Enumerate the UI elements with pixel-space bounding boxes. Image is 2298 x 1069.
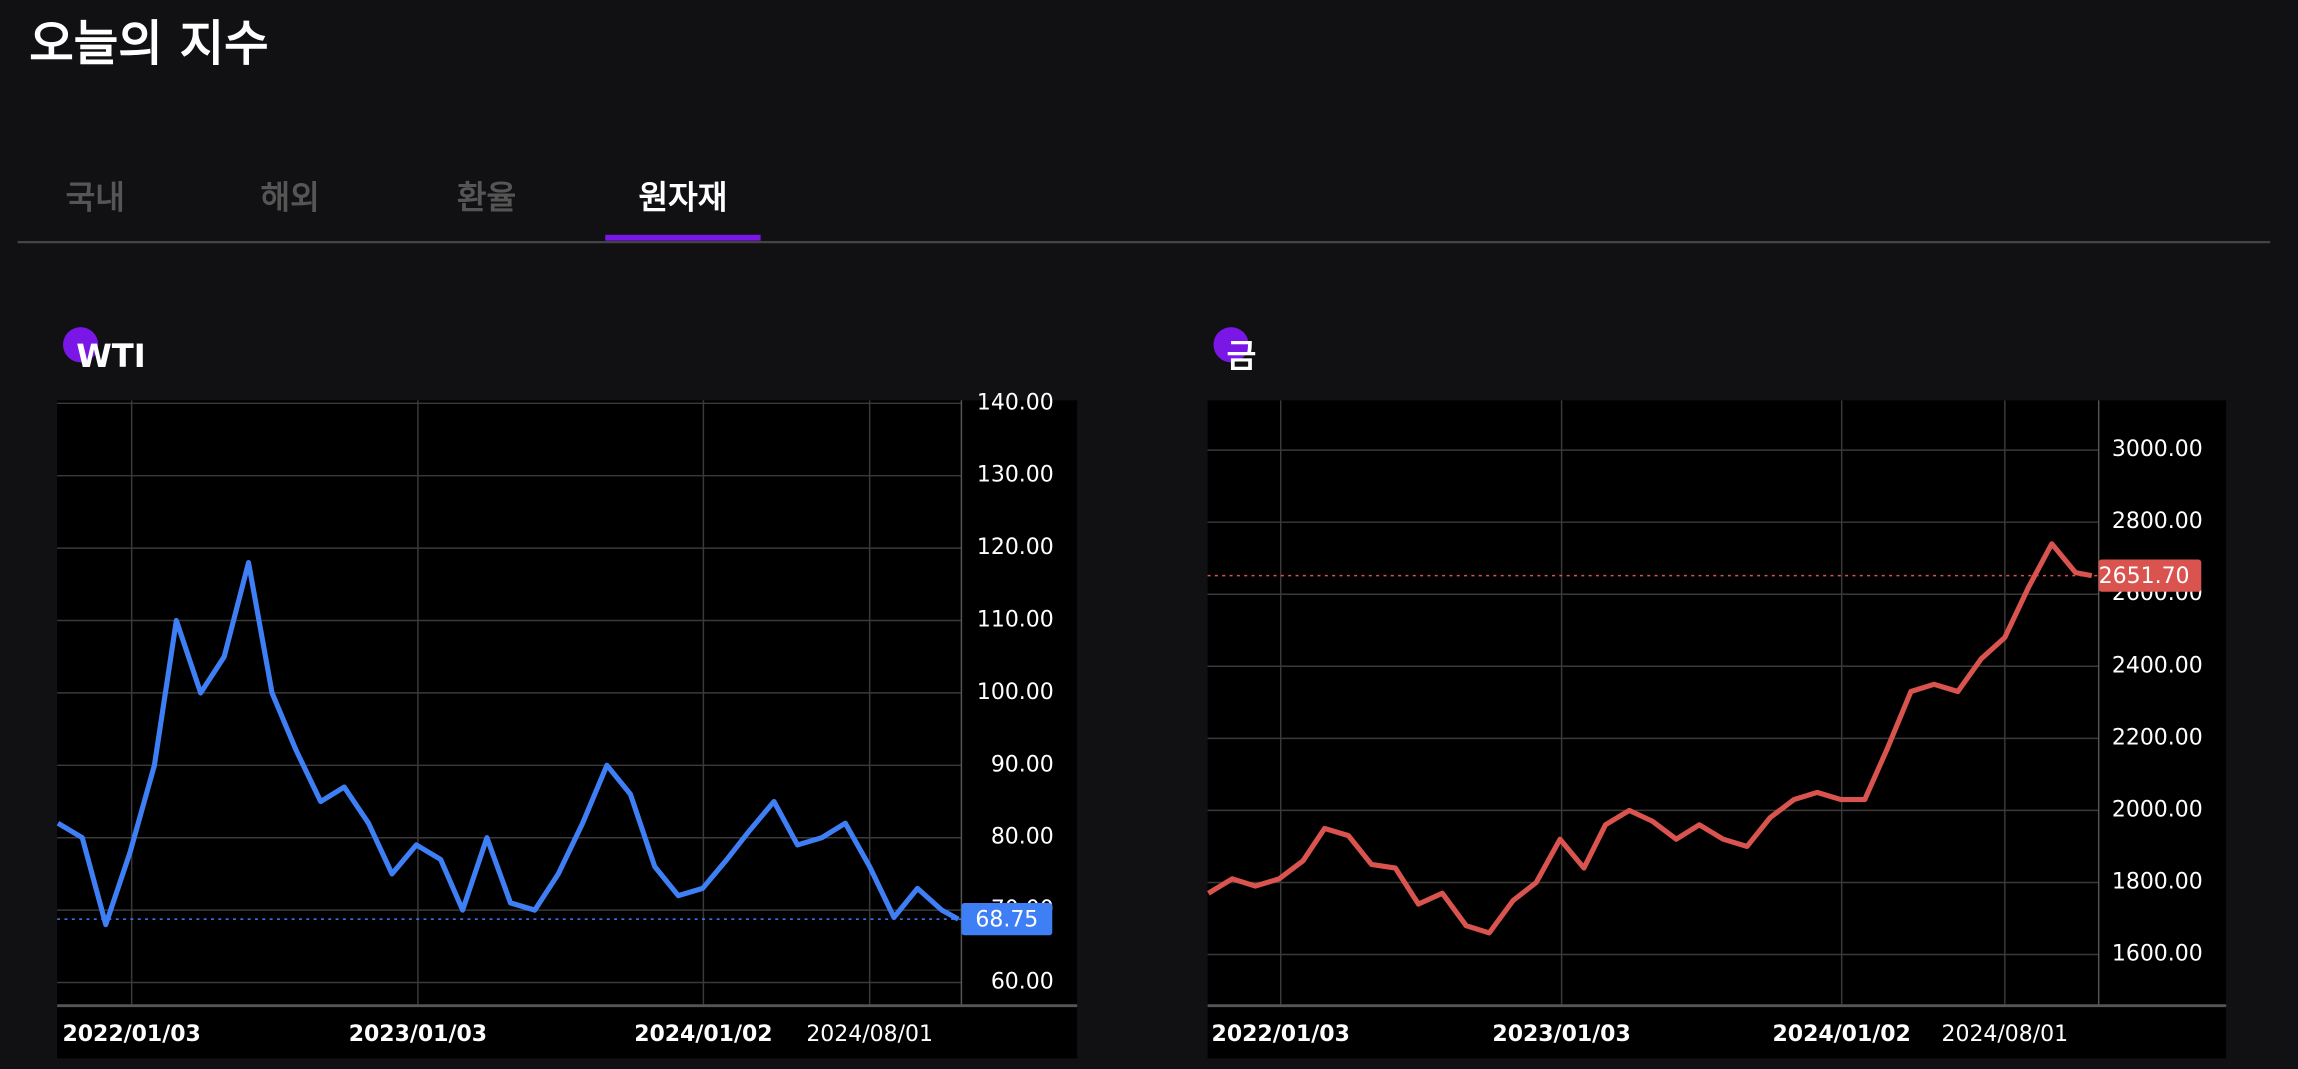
price-line: [56, 560, 960, 928]
y-tick-label: 1600.00: [2112, 942, 2203, 967]
title-dot: [63, 327, 99, 363]
tab[interactable]: 해외: [261, 179, 320, 217]
y-tick-label: 120.00: [977, 535, 1054, 560]
chart-title: 금: [1227, 337, 1257, 375]
price-line: [1207, 541, 2093, 936]
x-tick-label: 2023/01/03: [1492, 1022, 1630, 1047]
current-label: 2651.70: [2099, 564, 2190, 589]
chart-title: WTI: [76, 337, 146, 375]
y-tick-label: 1800.00: [2112, 869, 2203, 894]
chart-area: [57, 400, 1078, 1059]
y-tick-label: 2800.00: [2112, 509, 2203, 534]
x-tick-label: 2024/01/02: [1773, 1022, 1911, 1047]
chart-area: [1207, 400, 2227, 1059]
tab[interactable]: 국내: [66, 179, 125, 217]
x-tick-label: 2023/01/03: [349, 1022, 487, 1047]
title-dot: [1213, 327, 1249, 363]
y-tick-label: 3000.00: [2112, 437, 2203, 462]
tab-underline: [605, 234, 761, 241]
current-tag: [961, 903, 1053, 936]
tab[interactable]: 환율: [457, 179, 516, 217]
y-tick-label: 2000.00: [2112, 797, 2203, 822]
x-tick-label: 2022/01/03: [1212, 1022, 1350, 1047]
y-tick-label: 140.00: [977, 390, 1054, 415]
y-tick-label: 60.00: [991, 970, 1054, 995]
page-title: 오늘의 지수: [29, 16, 268, 72]
y-tick-label: 80.00: [991, 825, 1054, 850]
y-tick-label: 2200.00: [2112, 725, 2203, 750]
y-tick-label: 2400.00: [2112, 653, 2203, 678]
current-tag: [2098, 559, 2202, 592]
x-tick-label: 2024/01/02: [634, 1022, 772, 1047]
y-tick-label: 100.00: [977, 680, 1054, 705]
tab[interactable]: 원자재: [638, 179, 727, 217]
current-label: 68.75: [975, 908, 1038, 933]
y-tick-label: 110.00: [977, 608, 1054, 633]
y-tick-label: 130.00: [977, 463, 1054, 488]
x-tick-label: 2024/08/01: [1941, 1022, 2068, 1047]
y-tick-label: 90.00: [991, 752, 1054, 777]
x-tick-label: 2024/08/01: [806, 1022, 933, 1047]
x-tick-label: 2022/01/03: [62, 1022, 200, 1047]
